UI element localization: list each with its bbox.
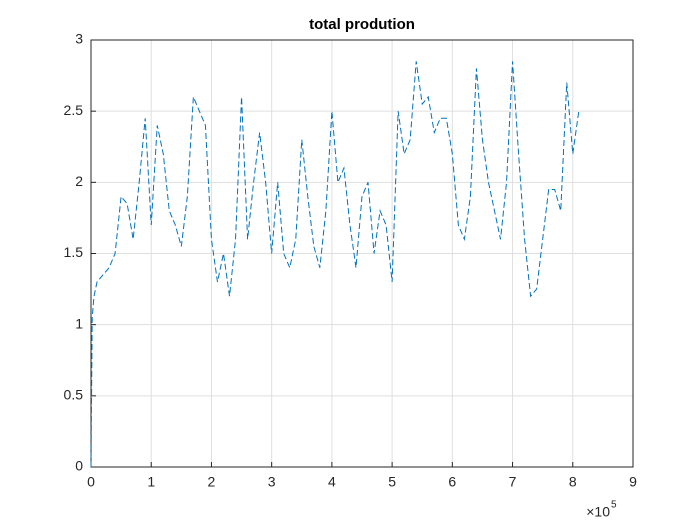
y-tick-label: 1: [75, 315, 83, 331]
y-tick-label: 2.5: [64, 102, 84, 118]
y-tick-label: 0.5: [64, 387, 84, 403]
chart-title: total prodution: [309, 16, 415, 33]
x-multiplier-exponent: 5: [611, 500, 617, 511]
x-tick-label: 2: [208, 474, 216, 490]
data-line: [90, 61, 580, 468]
x-tick-label: 9: [629, 474, 637, 490]
x-multiplier: ×10: [586, 504, 610, 520]
x-tick-label: 5: [388, 474, 396, 490]
y-tick-label: 0: [75, 458, 83, 474]
x-tick-label: 7: [509, 474, 517, 490]
x-tick-label: 6: [448, 474, 456, 490]
y-tick-label: 2: [75, 173, 83, 189]
x-tick-label: 0: [87, 474, 95, 490]
plot-frame: [90, 39, 634, 468]
x-tick-label: 1: [147, 474, 155, 490]
x-tick-label: 8: [569, 474, 577, 490]
y-tick-label: 3: [75, 31, 83, 47]
x-tick-label: 4: [328, 474, 336, 490]
x-tick-label: 3: [268, 474, 276, 490]
y-tick-label: 1.5: [64, 244, 84, 260]
